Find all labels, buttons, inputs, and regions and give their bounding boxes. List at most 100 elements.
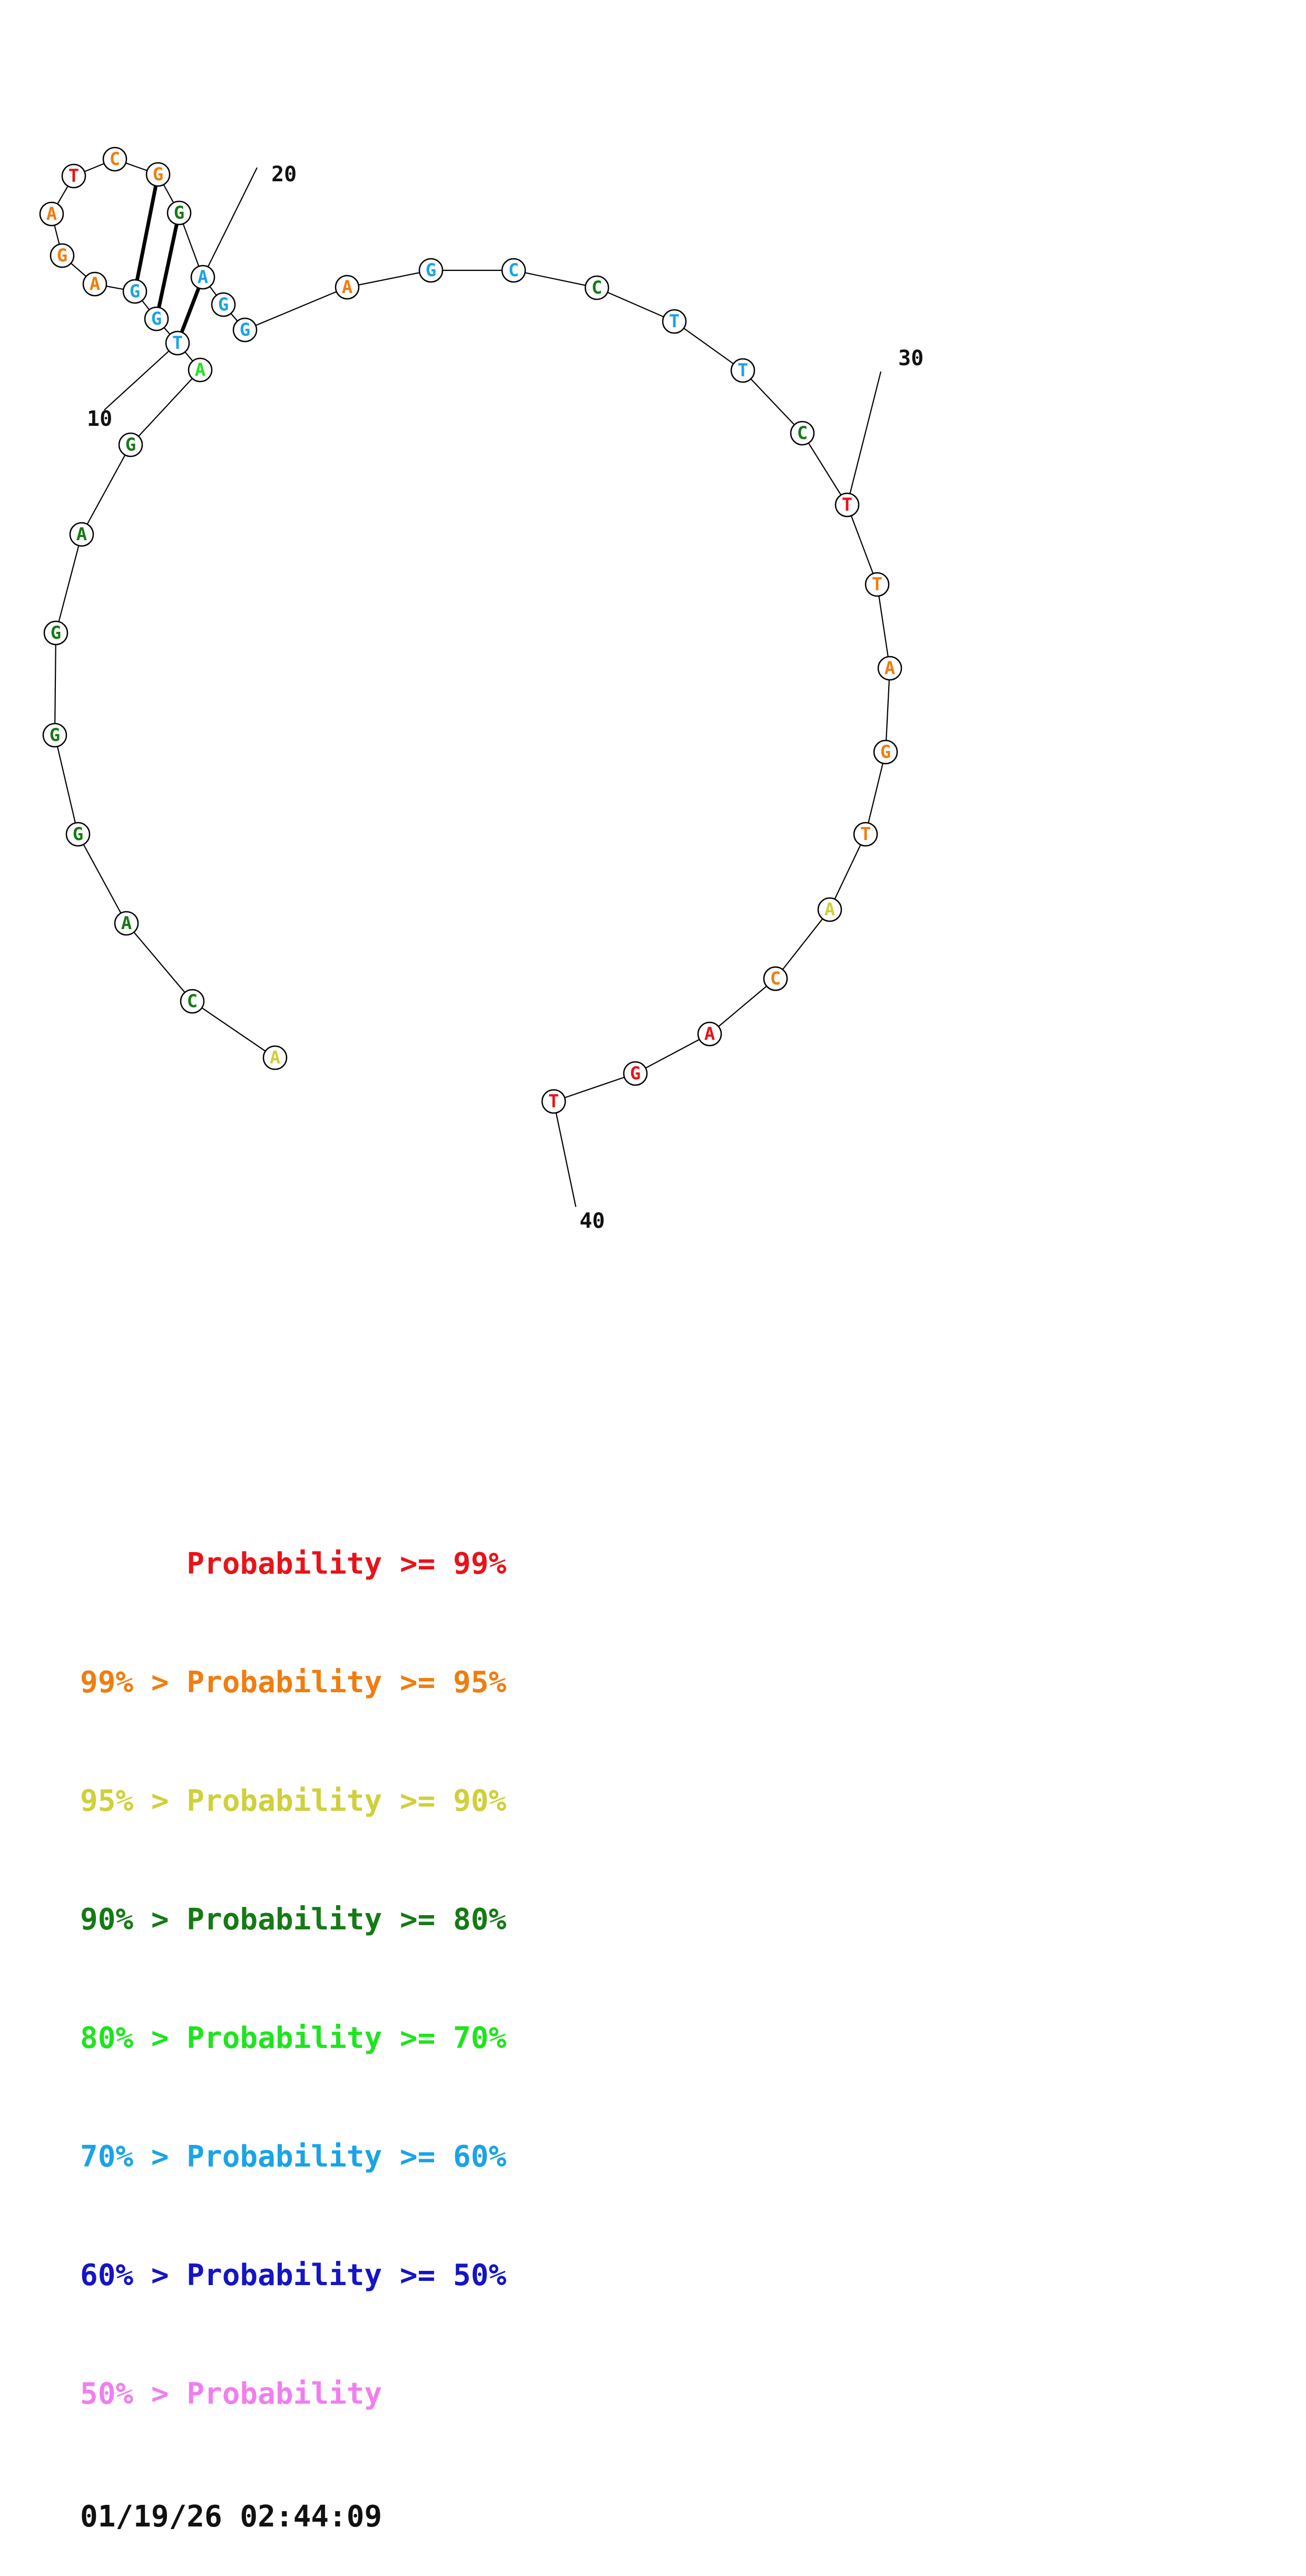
nucleotide: G (43, 620, 68, 646)
nucleotide-circle (43, 620, 68, 646)
index-tick-20 (202, 167, 258, 278)
nucleotide-letter: G (426, 260, 436, 281)
nucleotide-letter: G (174, 202, 184, 223)
nucleotide-circle (865, 572, 890, 597)
nucleotide: C (180, 989, 205, 1014)
nucleotide-letter: T (68, 165, 79, 187)
backbone-segment (596, 287, 675, 323)
nucleotide: G (50, 243, 75, 268)
backbone-segment (674, 321, 743, 371)
nucleotide-circle (69, 522, 94, 547)
nucleotide-circle (180, 989, 205, 1014)
nucleotide-circle (662, 309, 687, 334)
nucleotide: A (335, 275, 360, 300)
backbone-segment (244, 286, 348, 331)
nucleotide-letter: C (508, 260, 519, 281)
legend-line-50: 60% > Probability >= 50% (80, 2258, 507, 2292)
legend-line-60: 70% > Probability >= 60% (80, 2140, 507, 2174)
backbone-segment (55, 534, 83, 633)
nucleotide: G (166, 200, 192, 226)
nucleotide: T (541, 1089, 566, 1114)
nucleotide-circle (697, 1021, 722, 1047)
nucleotide-circle (873, 739, 898, 765)
nucleotide-circle (232, 317, 258, 343)
nucleotide-letter: T (669, 311, 680, 332)
nucleotide-circle (188, 357, 213, 383)
nucleotide-circle (730, 358, 755, 383)
nucleotide-circle (817, 897, 842, 922)
nucleotide-letter: G (125, 434, 136, 455)
backbone-segment (635, 1033, 710, 1074)
legend-line-90: 95% > Probability >= 90% (80, 1784, 507, 1818)
backbone-segment (130, 369, 201, 445)
nucleotide: T (853, 822, 878, 847)
backbone-segment (81, 444, 131, 535)
nucleotide-letter: A (195, 359, 205, 380)
index-tick-10 (104, 343, 178, 411)
backbone-segment (126, 923, 193, 1002)
backbone-segment (192, 1001, 276, 1058)
nucleotide-letter: A (342, 277, 352, 298)
nucleotide: A (817, 897, 842, 922)
nucleotide-letter: A (198, 267, 208, 288)
nucleotide-letter: T (172, 333, 183, 354)
index-label-30: 30 (898, 346, 924, 370)
nucleotide-letter: C (592, 277, 602, 298)
nucleotide: A (39, 201, 64, 227)
index-label-10: 10 (87, 407, 112, 431)
nucleotide: G (873, 739, 898, 765)
nucleotide: C (584, 275, 610, 300)
nucleotide-circle (61, 163, 86, 189)
nucleotide-letter: G (630, 1063, 641, 1084)
nucleotide-letter: T (842, 494, 852, 515)
nucleotide-letter: G (880, 741, 891, 763)
nucleotide: G (232, 317, 258, 343)
nucleotide: G (118, 432, 143, 457)
backbone-segment (885, 668, 891, 753)
nucleotide-circle (834, 492, 860, 518)
nucleotide-letter: C (770, 968, 781, 989)
nucleotide: G (42, 723, 67, 748)
nucleotide-letter: A (46, 203, 57, 225)
nucleotide: G (122, 279, 148, 304)
nucleotide-circle (623, 1061, 648, 1086)
backbone-segment (77, 834, 127, 924)
nucleotide-circle (42, 723, 67, 748)
nucleotide: A (82, 271, 107, 297)
backbone-segment (775, 909, 830, 979)
nucleotide-letter: C (110, 149, 120, 170)
base-pair-bond (133, 174, 160, 292)
nucleotide: G (211, 292, 236, 317)
backbone-segment (829, 834, 866, 910)
nucleotide-circle (262, 1045, 288, 1070)
backbone-segment (54, 632, 57, 736)
legend-line-70: 80% > Probability >= 70% (80, 2021, 507, 2055)
nucleotide-letter: A (824, 899, 835, 920)
legend-line-95: 99% > Probability >= 95% (80, 1665, 507, 1700)
nucleotide: T (834, 492, 860, 518)
backbone-segment (865, 752, 887, 835)
nucleotide-circle (190, 265, 215, 290)
nucleotide-letter: G (50, 725, 60, 746)
backbone-segment (876, 584, 891, 669)
nucleotide-circle (65, 822, 91, 847)
nucleotide-circle (790, 421, 815, 446)
index-label-40: 40 (580, 1209, 605, 1233)
nucleotide-circle (335, 275, 360, 300)
nucleotide-letter: G (153, 164, 163, 185)
backbone-segment (846, 504, 878, 585)
index-tick-30 (846, 371, 882, 505)
nucleotide-letter: A (121, 913, 132, 934)
nucleotide: C (102, 147, 127, 172)
nucleotide: T (61, 163, 86, 189)
nucleotide-circle (418, 258, 444, 283)
backbone-segment (347, 269, 431, 288)
probability-legend: Probability >= 99% 99% > Probability >= … (80, 1465, 506, 2576)
backbone-segment (742, 370, 803, 434)
nucleotide-letter: C (797, 423, 808, 444)
nucleotide-letter: T (548, 1091, 559, 1112)
nucleotide: G (623, 1061, 648, 1086)
nucleotide-letter: A (885, 658, 895, 679)
nucleotide-letter: G (130, 281, 140, 302)
nucleotides: ACAGGGAGATGGAGATCGGAGGAGCCTTCTTAGTACCAGT (39, 147, 902, 1114)
